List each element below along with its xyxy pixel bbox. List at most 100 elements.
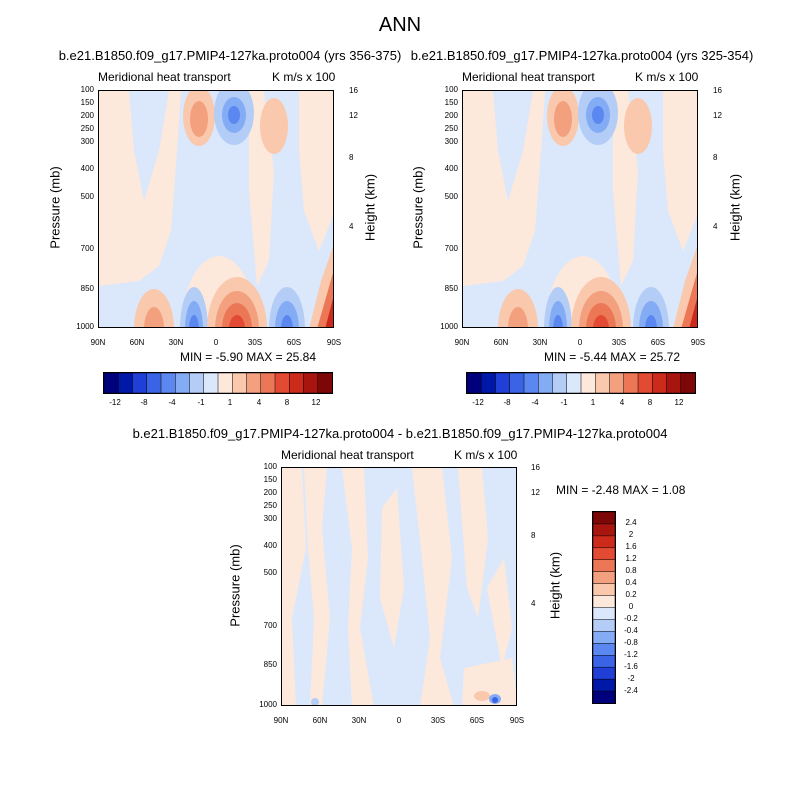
panel-1-y-right-axis-label: Height (km) [362, 173, 378, 242]
lat-tick: 30S [430, 716, 446, 725]
panel-1-field-label: Meridional heat transport [98, 70, 231, 84]
colorbar-swatch [103, 372, 119, 394]
colorbar-swatch [592, 595, 616, 609]
colorbar-label: -1 [197, 398, 205, 407]
colorbar-label: 4 [256, 398, 262, 407]
colorbar-label: -12 [109, 398, 121, 407]
height-tick: 8 [349, 153, 354, 162]
panel-2-y-axis-label: Pressure (mb) [410, 166, 426, 249]
height-tick: 16 [531, 463, 540, 472]
lat-tick: 90S [326, 338, 342, 347]
panel-1-y-axis-label: Pressure (mb) [47, 166, 63, 249]
pressure-tick: 250 [80, 124, 94, 133]
pressure-tick: 100 [263, 462, 277, 471]
height-tick: 8 [713, 153, 718, 162]
panel-3-min-max: MIN = -2.48 MAX = 1.08 [556, 483, 686, 497]
lat-tick: 30N [532, 338, 548, 347]
lat-tick: 0 [577, 338, 583, 347]
pressure-tick: 700 [444, 244, 458, 253]
pressure-tick: 700 [80, 244, 94, 253]
colorbar-label: 1 [227, 398, 233, 407]
pressure-tick: 850 [80, 284, 94, 293]
colorbar-swatch [118, 372, 134, 394]
lat-tick: 90S [509, 716, 525, 725]
colorbar-label: -4 [168, 398, 176, 407]
pressure-tick: 1000 [259, 700, 277, 709]
pressure-tick: 300 [80, 137, 94, 146]
colorbar-swatch [592, 643, 616, 656]
panel-3-contour-field [282, 468, 516, 705]
colorbar-swatch [592, 631, 616, 644]
pressure-tick: 200 [263, 488, 277, 497]
pressure-tick: 1000 [76, 322, 94, 331]
pressure-tick: 500 [263, 568, 277, 577]
pressure-tick: 300 [444, 137, 458, 146]
colorbar-label: 8 [647, 398, 653, 407]
panel-3-field-label: Meridional heat transport [281, 448, 414, 462]
panel-3-y-right-axis-label: Height (km) [547, 551, 563, 620]
colorbar-label: -8 [503, 398, 511, 407]
height-tick: 16 [713, 86, 722, 95]
colorbar-label: 0.2 [625, 590, 637, 599]
pressure-tick: 100 [444, 85, 458, 94]
pressure-tick: 1000 [440, 322, 458, 331]
colorbar-swatch [609, 372, 625, 394]
panel-1-colorbar-swatches [103, 372, 333, 394]
colorbar-swatch [580, 372, 596, 394]
panel-2-units-label: K m/s x 100 [635, 70, 699, 84]
panel-2-min-max: MIN = -5.44 MAX = 25.72 [543, 350, 681, 364]
colorbar-swatch [552, 372, 568, 394]
colorbar-label: 1.6 [625, 542, 637, 551]
colorbar-swatch [175, 372, 191, 394]
lat-tick: 60S [286, 338, 302, 347]
colorbar-swatch [160, 372, 176, 394]
colorbar-label: -1 [560, 398, 568, 407]
colorbar-swatch [592, 666, 616, 680]
colorbar-label: 4 [619, 398, 625, 407]
pressure-tick: 500 [444, 192, 458, 201]
colorbar-label: 0.8 [625, 566, 637, 575]
colorbar-label: -0.2 [624, 614, 638, 623]
colorbar-swatch [592, 607, 616, 621]
colorbar-swatch [538, 372, 554, 394]
panel-3-title: b.e21.B1850.f09_g17.PMIP4-127ka.proto004… [132, 426, 668, 441]
lat-tick: 30N [351, 716, 367, 725]
colorbar-swatch [523, 372, 539, 394]
colorbar-swatch [566, 372, 582, 394]
panel-1-plot-area [98, 90, 334, 328]
colorbar-swatch [680, 372, 696, 394]
colorbar-swatch [246, 372, 262, 394]
pressure-tick: 200 [444, 111, 458, 120]
colorbar-swatch [592, 523, 616, 537]
colorbar-swatch [274, 372, 290, 394]
pressure-tick: 150 [80, 98, 94, 107]
colorbar-swatch [303, 372, 319, 394]
pressure-tick: 850 [444, 284, 458, 293]
height-tick: 4 [349, 222, 354, 231]
pressure-tick: 300 [263, 514, 277, 523]
colorbar-swatch [592, 690, 616, 704]
colorbar-swatch [592, 511, 616, 525]
lat-tick: 60N [493, 338, 509, 347]
panel-2-contour-field [463, 91, 697, 327]
colorbar-swatch [623, 372, 639, 394]
colorbar-swatch [232, 372, 248, 394]
height-tick: 12 [349, 111, 358, 120]
colorbar-label: -0.4 [624, 626, 638, 635]
colorbar-swatch [481, 372, 497, 394]
colorbar-label: 1.2 [625, 554, 637, 563]
pressure-tick: 150 [444, 98, 458, 107]
pressure-tick: 400 [444, 164, 458, 173]
colorbar-swatch [592, 535, 616, 549]
colorbar-swatch [592, 559, 616, 573]
pressure-tick: 250 [263, 501, 277, 510]
lat-tick: 60S [650, 338, 666, 347]
panel-3-colorbar [592, 511, 616, 704]
colorbar-swatch [260, 372, 276, 394]
colorbar-swatch [146, 372, 162, 394]
colorbar-swatch [203, 372, 219, 394]
height-tick: 12 [531, 488, 540, 497]
colorbar-label: 2 [628, 530, 634, 539]
colorbar-label: -4 [531, 398, 539, 407]
panel-1-min-max: MIN = -5.90 MAX = 25.84 [179, 350, 317, 364]
